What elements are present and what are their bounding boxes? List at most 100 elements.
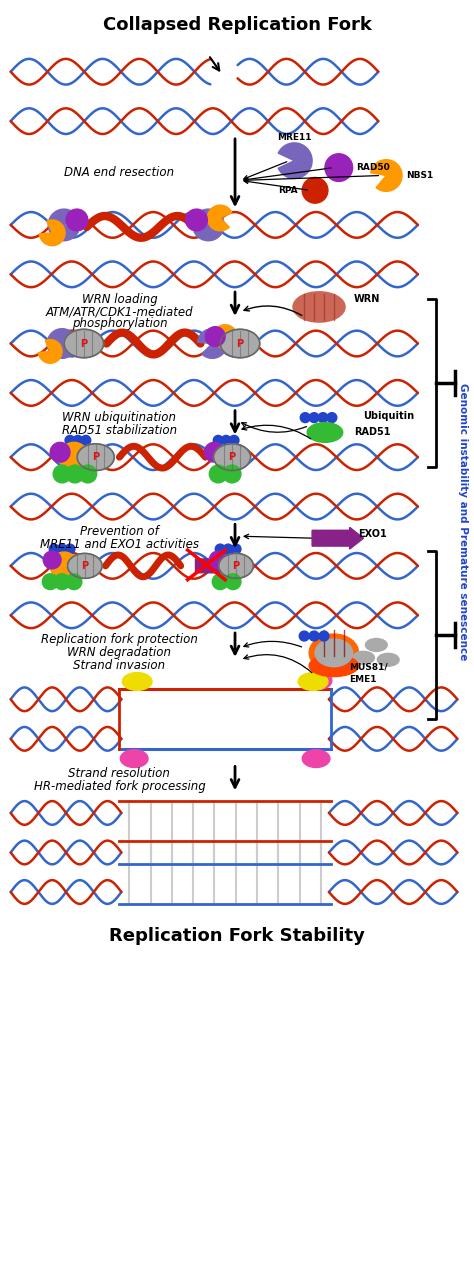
Text: RAD51: RAD51 [355,427,391,437]
Ellipse shape [315,640,353,666]
Text: Genomic instability and Premature senescence: Genomic instability and Premature senesc… [458,382,468,660]
Circle shape [43,551,61,569]
FancyArrow shape [195,556,235,576]
Circle shape [325,153,353,182]
Wedge shape [207,205,232,230]
Wedge shape [59,443,87,472]
Text: RAD51 stabilization: RAD51 stabilization [62,423,177,437]
Text: EME1: EME1 [349,675,376,684]
Text: RAD50: RAD50 [356,164,390,173]
Ellipse shape [353,651,374,664]
Ellipse shape [67,554,102,578]
Text: Strand invasion: Strand invasion [73,659,165,673]
Text: WRN ubiquitination: WRN ubiquitination [63,411,176,425]
Circle shape [309,413,319,422]
Circle shape [204,443,224,462]
Ellipse shape [213,444,251,471]
Wedge shape [198,329,227,358]
Wedge shape [278,143,312,179]
Ellipse shape [377,654,399,666]
Circle shape [65,544,75,554]
Ellipse shape [298,673,328,691]
Text: Prevention of: Prevention of [80,524,159,537]
Text: MRE11: MRE11 [277,133,311,142]
Text: P: P [80,339,87,348]
Text: Collapsed Replication Fork: Collapsed Replication Fork [102,17,372,35]
Circle shape [215,544,225,554]
Circle shape [327,413,337,422]
Text: MUS81/: MUS81/ [349,663,387,671]
Circle shape [302,178,328,203]
Ellipse shape [311,657,337,675]
Circle shape [231,544,241,554]
Wedge shape [47,329,75,358]
Text: WRN: WRN [354,294,380,304]
Ellipse shape [293,292,345,322]
Circle shape [50,443,70,462]
Ellipse shape [306,671,332,689]
Text: Strand resolution: Strand resolution [68,767,170,780]
Circle shape [53,466,71,483]
Circle shape [210,551,227,569]
Text: Ubiquitin: Ubiquitin [364,411,415,421]
Text: P: P [232,561,239,570]
Text: EXO1: EXO1 [358,530,387,540]
Circle shape [49,544,59,554]
Ellipse shape [77,444,114,471]
Text: WRN loading: WRN loading [82,293,157,306]
Circle shape [213,435,223,445]
Circle shape [66,466,84,483]
Wedge shape [50,553,77,579]
Circle shape [210,466,227,483]
Text: WRN degradation: WRN degradation [67,646,172,660]
Text: RPA: RPA [278,185,297,194]
Wedge shape [213,325,237,348]
Text: DNA end resection: DNA end resection [64,166,174,179]
Text: Replication fork protection: Replication fork protection [41,633,198,646]
Circle shape [223,544,233,554]
Circle shape [309,631,319,641]
Circle shape [299,631,309,641]
Wedge shape [38,339,62,363]
Circle shape [221,435,231,445]
Wedge shape [48,208,78,240]
Circle shape [65,435,75,445]
Ellipse shape [302,749,330,767]
Circle shape [57,544,67,554]
Circle shape [225,574,241,590]
Circle shape [42,574,58,590]
Ellipse shape [64,329,104,358]
Text: P: P [237,339,244,348]
Text: Replication Fork Stability: Replication Fork Stability [109,927,365,945]
Circle shape [73,435,83,445]
Ellipse shape [309,655,358,677]
Circle shape [319,631,329,641]
Wedge shape [194,208,224,240]
Circle shape [66,208,88,230]
Ellipse shape [122,673,152,691]
Ellipse shape [219,554,253,578]
Circle shape [318,413,328,422]
Text: phosphorylation: phosphorylation [72,317,167,330]
Ellipse shape [365,638,387,651]
Text: MRE11 and EXO1 activities: MRE11 and EXO1 activities [40,537,199,551]
Ellipse shape [120,749,148,767]
Circle shape [300,413,310,422]
Circle shape [212,574,228,590]
Circle shape [81,435,91,445]
Text: NBS1: NBS1 [406,171,433,180]
Circle shape [223,466,241,483]
Ellipse shape [220,329,260,358]
Text: P: P [228,453,236,462]
Circle shape [229,435,239,445]
Text: HR-mediated fork processing: HR-mediated fork processing [34,780,205,793]
Circle shape [54,574,70,590]
Ellipse shape [307,422,343,443]
Wedge shape [371,160,402,192]
Ellipse shape [309,634,358,671]
Text: ATM/ATR/CDK1-mediated: ATM/ATR/CDK1-mediated [46,306,193,318]
Circle shape [205,326,225,347]
FancyArrow shape [312,527,364,549]
Circle shape [79,466,97,483]
Wedge shape [39,220,65,246]
